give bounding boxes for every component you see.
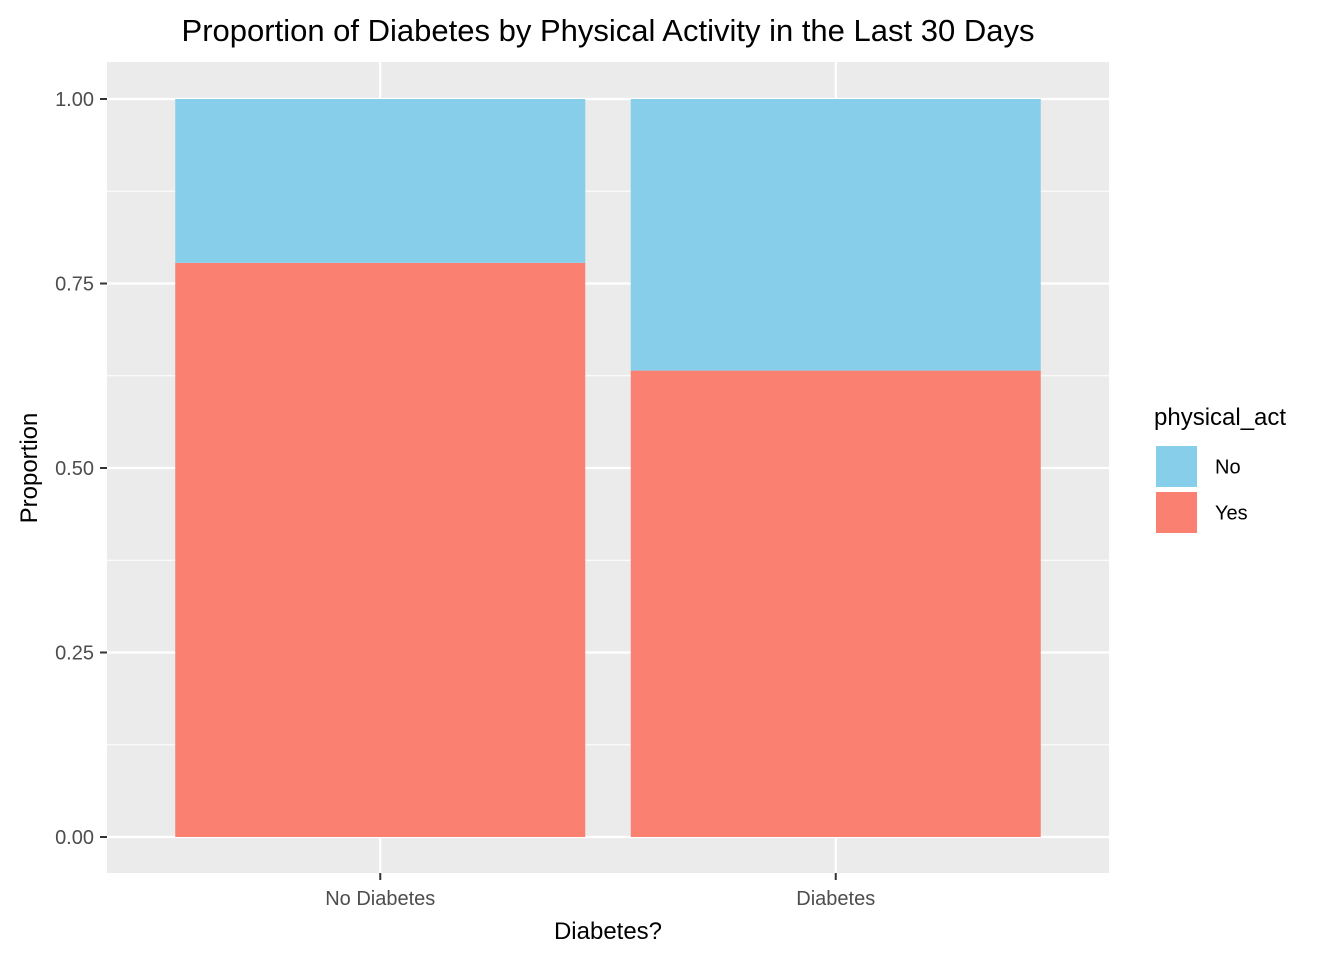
legend-label-yes: Yes (1215, 503, 1248, 525)
bar-yes-diabetes (630, 370, 1041, 837)
bar-no-no-diabetes (175, 99, 586, 263)
x-tick-label: Diabetes (796, 888, 875, 910)
x-tick-label: No Diabetes (325, 888, 435, 910)
legend-label-no: No (1215, 457, 1241, 479)
y-tick-label: 0.25 (55, 643, 94, 665)
legend-key-no (1154, 444, 1199, 489)
y-tick-label: 0.75 (55, 274, 94, 296)
y-axis: 0.00 0.25 0.50 0.75 1.00 (55, 89, 107, 849)
legend-key-yes (1154, 490, 1199, 535)
bars (175, 99, 1041, 837)
x-axis-title: Diabetes? (554, 918, 662, 945)
chart-title: Proportion of Diabetes by Physical Activ… (182, 13, 1035, 48)
legend-title: physical_act (1154, 404, 1286, 431)
y-tick-label: 1.00 (55, 89, 94, 111)
y-tick-label: 0.50 (55, 458, 94, 480)
y-axis-title: Proportion (16, 413, 43, 524)
bar-yes-no-diabetes (175, 262, 586, 837)
y-tick-label: 0.00 (55, 827, 94, 849)
legend: physical_act No Yes (1154, 404, 1286, 535)
bar-no-diabetes (630, 99, 1041, 371)
x-axis: No Diabetes Diabetes (325, 873, 875, 910)
